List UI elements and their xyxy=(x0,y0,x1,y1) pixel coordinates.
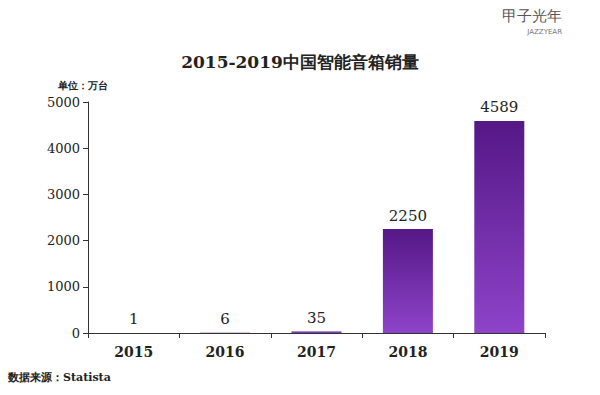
svg-text:4000: 4000 xyxy=(47,141,80,156)
svg-text:2015-2019中国智能音箱销量: 2015-2019中国智能音箱销量 xyxy=(181,52,419,72)
svg-text:2016: 2016 xyxy=(206,344,245,360)
svg-text:2000: 2000 xyxy=(47,233,80,248)
svg-text:1: 1 xyxy=(129,310,139,328)
svg-text:数据来源：Statista: 数据来源：Statista xyxy=(7,371,111,384)
svg-text:6: 6 xyxy=(220,310,230,328)
svg-text:2018: 2018 xyxy=(388,344,427,360)
svg-text:2250: 2250 xyxy=(389,207,427,225)
svg-text:2019: 2019 xyxy=(480,344,519,360)
svg-text:甲子光年: 甲子光年 xyxy=(502,7,562,25)
svg-text:5000: 5000 xyxy=(47,95,80,110)
svg-text:2015: 2015 xyxy=(114,344,153,360)
svg-text:3000: 3000 xyxy=(47,187,80,202)
svg-text:单位：万台: 单位：万台 xyxy=(57,80,108,91)
svg-text:1000: 1000 xyxy=(47,279,80,294)
svg-text:JAZZYEAR: JAZZYEAR xyxy=(526,28,562,36)
svg-text:4589: 4589 xyxy=(480,98,518,116)
svg-text:35: 35 xyxy=(307,309,326,327)
svg-text:2017: 2017 xyxy=(297,344,336,360)
svg-text:0: 0 xyxy=(72,326,80,341)
